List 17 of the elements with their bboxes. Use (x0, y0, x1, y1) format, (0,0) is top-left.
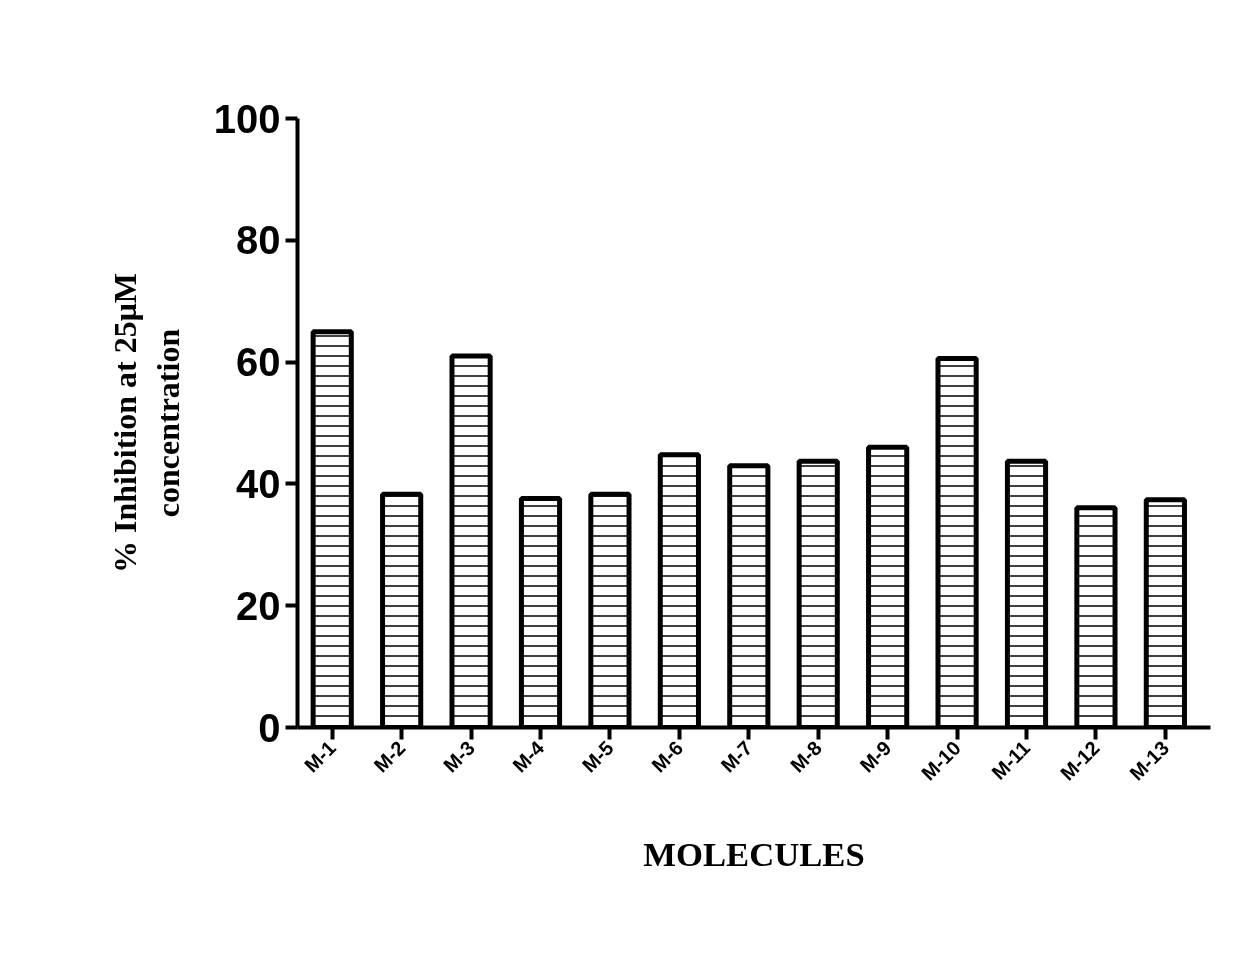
x-axis-title: MOLECULES (643, 835, 865, 874)
y-tick-label: 20 (236, 583, 281, 628)
y-axis-title: % Inhibition at 25μM concentration (106, 273, 186, 573)
y-tick-label: 80 (236, 218, 281, 263)
x-tick-label: M-6 (647, 736, 688, 777)
y-tick-label: 60 (236, 340, 281, 385)
x-tick-label: M-1 (300, 736, 340, 777)
y-tick-label: 100 (213, 96, 281, 141)
x-tick-label: M-4 (508, 736, 549, 777)
y-tick-label: 0 (258, 705, 281, 750)
x-tick-label: M-2 (369, 736, 410, 777)
y-tick-label: 40 (236, 461, 281, 506)
x-tick-label: M-3 (438, 736, 479, 777)
x-tick-label: M-5 (577, 736, 618, 777)
x-tick-label: M-9 (855, 736, 896, 777)
x-tick-label: M-8 (786, 736, 826, 777)
x-tick-label: M-7 (716, 736, 757, 777)
